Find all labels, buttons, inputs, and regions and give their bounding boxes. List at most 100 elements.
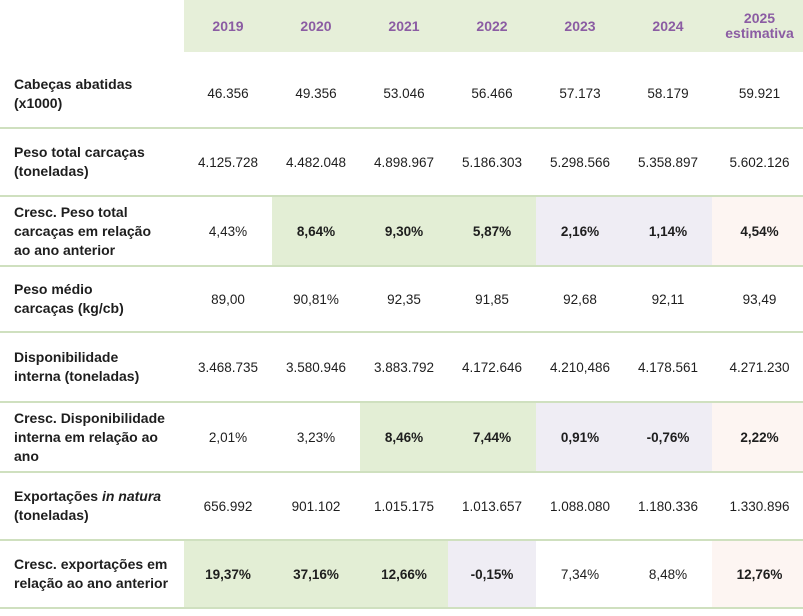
table-row: Cresc. exportações em relação ao ano ante… (0, 540, 803, 609)
value-cell: 4.482.048 (272, 128, 360, 197)
row-label: Peso total carcaças (toneladas) (0, 128, 184, 197)
table-row: Cabeças abatidas (x1000) 46.356 49.356 53.0… (0, 60, 803, 129)
value-cell: 5.186.303 (448, 128, 536, 197)
value-cell: 3.468.735 (184, 332, 272, 403)
row-label: Cresc. Disponibilidade interna em relação… (0, 402, 184, 473)
value-cell: 90,81% (272, 266, 360, 333)
header-year-2025: 2025 estimativa (712, 0, 803, 52)
value-cell: 901.102 (272, 472, 360, 541)
value-cell: 4.125.728 (184, 128, 272, 197)
value-cell: 1.088.080 (536, 472, 624, 541)
row-label: Exportações in natura (toneladas) (0, 472, 184, 541)
value-cell: 58.179 (624, 60, 712, 129)
value-cell: 1.013.657 (448, 472, 536, 541)
row-label-line: Peso médio (14, 281, 93, 297)
value-cell: 2,16% (536, 196, 624, 267)
row-label-line: interna em relação ao ano (14, 428, 158, 464)
row-label-line: (toneladas) (14, 163, 89, 179)
value-cell: 5.298.566 (536, 128, 624, 197)
value-cell: 8,64% (272, 196, 360, 267)
value-cell: 9,30% (360, 196, 448, 267)
value-cell: 49.356 (272, 60, 360, 129)
value-cell: 4,43% (184, 196, 272, 267)
row-label: Disponibilidade interna (toneladas) (0, 332, 184, 403)
value-cell: 4.210,486 (536, 332, 624, 403)
row-label: Cresc. Peso total carcaças em relação ao a… (0, 196, 184, 267)
value-cell: 12,66% (360, 540, 448, 609)
header-year-2025-label: 2025 (743, 10, 776, 26)
row-label-line: relação ao ano anterior (14, 575, 169, 591)
value-cell: 1.180.336 (624, 472, 712, 541)
value-cell: 1,14% (624, 196, 712, 267)
header-year-2024: 2024 (624, 0, 712, 52)
row-label-line: ao ano anterior (14, 241, 116, 258)
value-cell: 656.992 (184, 472, 272, 541)
row-label-line: (toneladas) (14, 507, 89, 523)
table-row: Peso médio carcaças (kg/cb) 89,00 90,81% 92,… (0, 266, 803, 333)
value-cell: 12,76% (712, 540, 803, 609)
value-cell: 92,35 (360, 266, 448, 333)
row-label-italic: in natura (101, 488, 162, 504)
value-cell: 4.898.967 (360, 128, 448, 197)
row-label: Peso médio carcaças (kg/cb) (0, 266, 184, 333)
value-cell: 3.883.792 (360, 332, 448, 403)
value-cell: 37,16% (272, 540, 360, 609)
value-cell: 53.046 (360, 60, 448, 129)
value-cell: 2,22% (712, 402, 803, 473)
value-cell: 1.015.175 (360, 472, 448, 541)
row-label: Cabeças abatidas (x1000) (0, 60, 184, 129)
header-year-2019: 2019 (184, 0, 272, 52)
value-cell: 91,85 (448, 266, 536, 333)
row-label-text: Exportações (14, 488, 102, 504)
row-label: Cresc. exportações em relação ao ano ante… (0, 540, 184, 609)
value-cell: 5.358.897 (624, 128, 712, 197)
value-cell: -0,76% (624, 402, 712, 473)
value-cell: 92,68 (536, 266, 624, 333)
spacer-row (0, 52, 803, 60)
table-row: Peso total carcaças (toneladas) 4.125.728 4… (0, 128, 803, 197)
value-cell: 46.356 (184, 60, 272, 129)
header-estimate-note: estimativa (725, 25, 794, 41)
table-row: Cresc. Peso total carcaças em relação ao a… (0, 196, 803, 267)
value-cell: -0,15% (448, 540, 536, 609)
value-cell: 59.921 (712, 60, 803, 129)
row-label-line: Cresc. Disponibilidade (14, 409, 165, 426)
value-cell: 4.178.561 (624, 332, 712, 403)
table-row: Exportações in natura (toneladas) 656.992 9… (0, 472, 803, 541)
value-cell: 3,23% (272, 402, 360, 473)
row-label-line: interna (toneladas) (14, 368, 140, 384)
value-cell: 4.172.646 (448, 332, 536, 403)
value-cell: 7,44% (448, 402, 536, 473)
value-cell: 0,91% (536, 402, 624, 473)
value-cell: 93,49 (712, 266, 803, 333)
value-cell: 5,87% (448, 196, 536, 267)
value-cell: 8,48% (624, 540, 712, 609)
value-cell: 7,34% (536, 540, 624, 609)
header-year-2022: 2022 (448, 0, 536, 52)
value-cell: 57.173 (536, 60, 624, 129)
row-label-line: Cresc. exportações em (14, 556, 168, 572)
header-year-2020: 2020 (272, 0, 360, 52)
row-label-line: Disponibilidade (14, 349, 119, 365)
value-cell: 3.580.946 (272, 332, 360, 403)
header-year-2021: 2021 (360, 0, 448, 52)
value-cell: 1.330.896 (712, 472, 803, 541)
row-label-line: Cresc. Peso total (14, 203, 128, 220)
row-label-line: Peso total carcaças (14, 144, 145, 160)
table-row: Cresc. Disponibilidade interna em relação… (0, 402, 803, 473)
header-row: 2019 2020 2021 2022 2023 2024 2025 estim… (0, 0, 803, 52)
row-label-line: Cabeças abatidas (x1000) (14, 75, 133, 111)
value-cell: 19,37% (184, 540, 272, 609)
header-year-2023: 2023 (536, 0, 624, 52)
value-cell: 89,00 (184, 266, 272, 333)
value-cell: 92,11 (624, 266, 712, 333)
header-corner (0, 0, 184, 52)
value-cell: 2,01% (184, 402, 272, 473)
table-row: Disponibilidade interna (toneladas) 3.468.… (0, 332, 803, 403)
row-label-line: carcaças (kg/cb) (14, 300, 124, 316)
value-cell: 56.466 (448, 60, 536, 129)
spacer-cell (0, 52, 803, 60)
value-cell: 5.602.126 (712, 128, 803, 197)
value-cell: 8,46% (360, 402, 448, 473)
